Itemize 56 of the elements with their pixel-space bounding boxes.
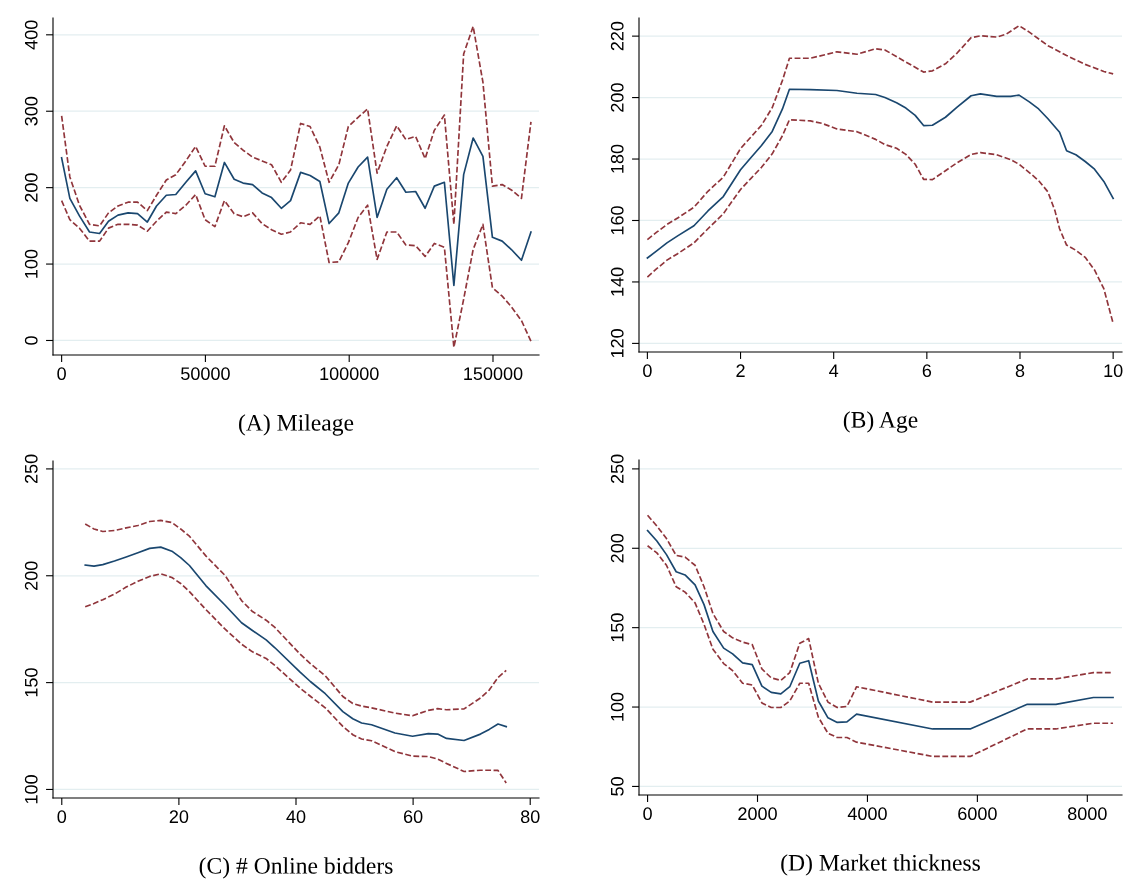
y-tick-label: 100	[24, 249, 38, 278]
y-tick-label: 300	[24, 96, 38, 126]
line-series	[84, 572, 508, 784]
x-axis-title: (D) Market thickness	[781, 854, 980, 876]
line-series	[60, 25, 532, 227]
x-axis-title: (B) Age	[843, 411, 918, 433]
y-tick-label: 150	[610, 613, 624, 642]
x-axis-title: (A) Mileage	[239, 414, 354, 436]
line-series	[646, 88, 1114, 259]
x-tick-label: 80	[520, 810, 540, 824]
x-tick-label: 0	[643, 364, 652, 378]
y-tick-label: 100	[24, 775, 38, 804]
x-tick-label: 6000	[958, 807, 997, 821]
y-tick-label: 160	[610, 206, 624, 235]
x-tick-label: 0	[57, 810, 67, 824]
x-tick-label: 0	[57, 367, 66, 381]
x-tick-label: 50000	[181, 367, 230, 381]
y-tick-label: 220	[610, 21, 624, 51]
x-tick-label: 100000	[320, 367, 379, 381]
y-tick-label: 50	[610, 777, 624, 796]
y-tick-label: 200	[24, 173, 38, 202]
line-series	[646, 118, 1114, 325]
y-tick-label: 200	[24, 561, 38, 590]
x-tick-label: 60	[403, 810, 423, 824]
x-tick-label: 40	[286, 810, 306, 824]
y-tick-label: 120	[610, 329, 624, 358]
line-series	[84, 519, 508, 717]
x-tick-label: 10	[1104, 364, 1123, 378]
x-tick-label: 4	[829, 364, 839, 377]
line-series	[646, 514, 1114, 709]
line-series	[646, 544, 1114, 758]
x-tick-label: 0	[643, 807, 652, 821]
y-tick-label: 0	[24, 336, 38, 345]
x-tick-label: 150000	[464, 367, 523, 381]
y-tick-label: 140	[610, 267, 624, 296]
x-tick-label: 2000	[738, 807, 777, 821]
x-tick-label: 6	[922, 364, 932, 378]
line-series	[646, 529, 1114, 730]
y-tick-label: 200	[610, 533, 624, 563]
y-tick-label: 100	[610, 692, 624, 721]
y-tick-label: 250	[24, 454, 38, 484]
x-tick-label: 8000	[1068, 807, 1107, 821]
y-tick-label: 400	[24, 20, 38, 50]
x-axis-title: (C) # Online bidders	[199, 857, 393, 879]
line-series	[60, 193, 532, 349]
line-series	[60, 137, 532, 287]
x-tick-label: 20	[169, 810, 189, 824]
y-tick-label: 180	[610, 144, 624, 173]
x-tick-label: 8	[1015, 364, 1025, 378]
x-tick-label: 4000	[847, 807, 887, 821]
x-tick-label: 2	[736, 364, 745, 377]
y-tick-label: 250	[610, 454, 624, 484]
line-series	[84, 546, 508, 742]
line-series	[646, 24, 1114, 241]
y-tick-label: 150	[24, 668, 38, 697]
y-tick-label: 200	[610, 83, 624, 112]
